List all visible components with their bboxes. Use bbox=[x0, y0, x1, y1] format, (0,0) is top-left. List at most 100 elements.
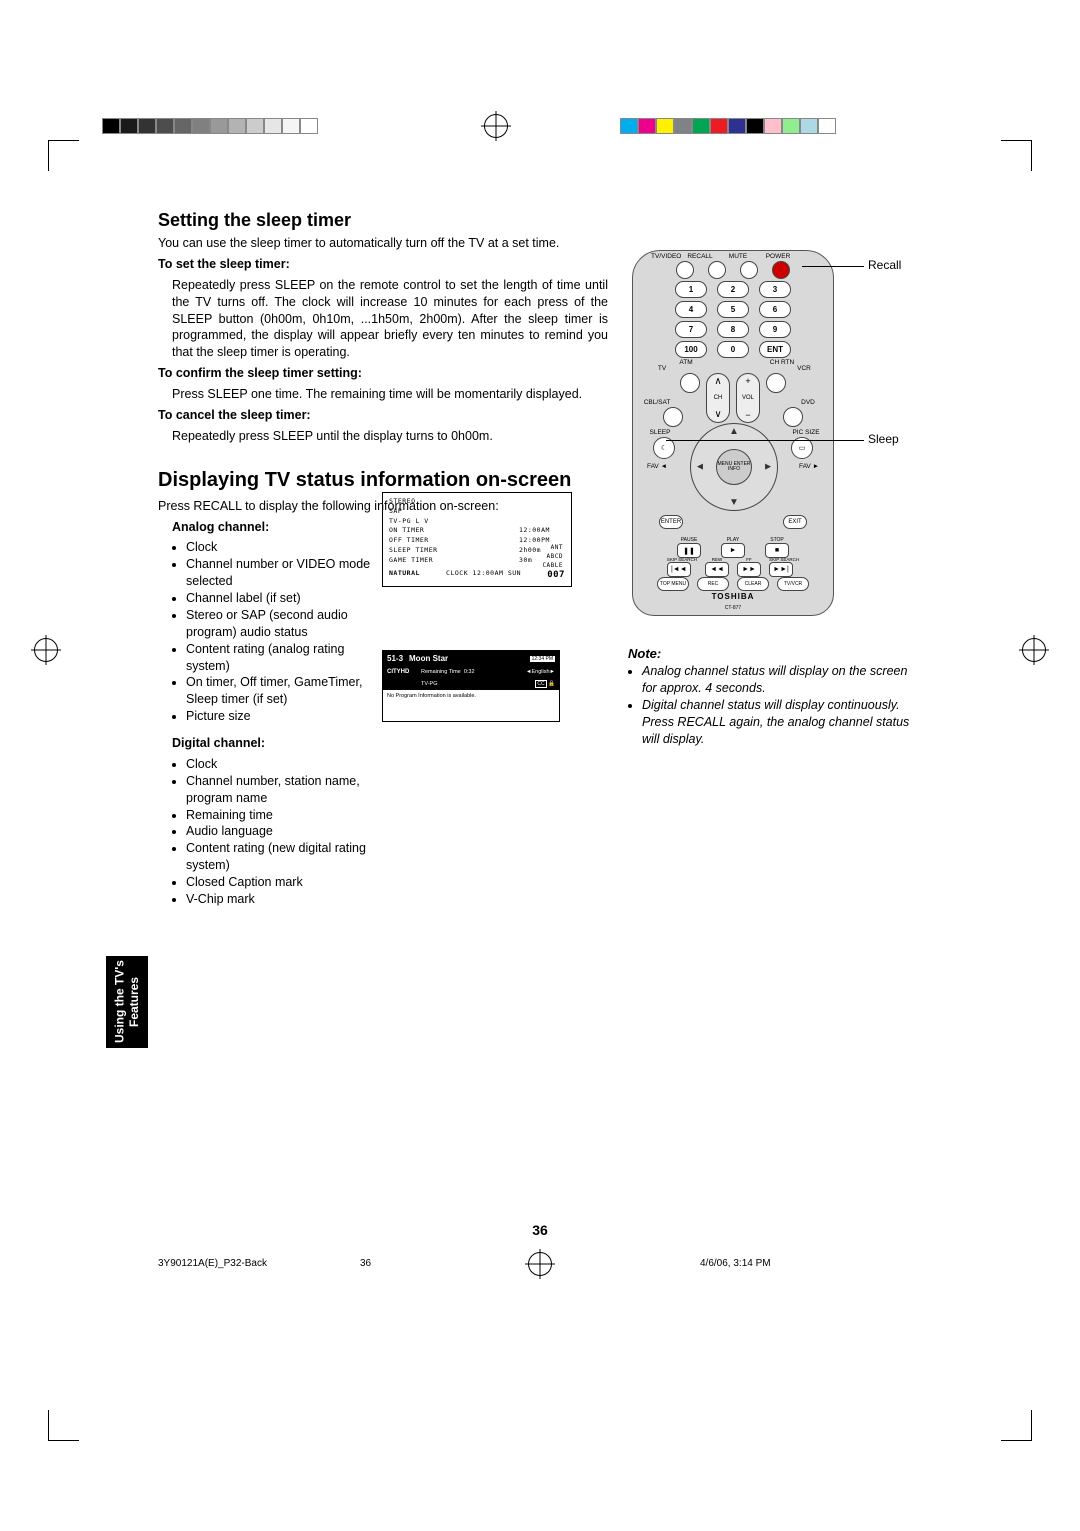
osd-digital-name: Moon Star bbox=[409, 654, 524, 663]
tvvideo-label: TV/VIDEO bbox=[651, 253, 681, 260]
transport-skipfw[interactable]: ►►| bbox=[769, 562, 793, 577]
note-heading: Note: bbox=[628, 646, 920, 661]
transport-play[interactable]: ► bbox=[721, 543, 745, 558]
crop-mark bbox=[1001, 140, 1032, 171]
bottom-topmenu[interactable]: TOP MENU bbox=[657, 577, 689, 591]
list-item: Content rating (new digital rating syste… bbox=[186, 840, 382, 874]
bottom-rec[interactable]: REC bbox=[697, 577, 729, 591]
transport-ff[interactable]: ►► bbox=[737, 562, 761, 577]
numpad-4[interactable]: 4 bbox=[675, 301, 707, 318]
osd-digital-vchip: 🔒 bbox=[548, 681, 555, 687]
list-item: V-Chip mark bbox=[186, 891, 382, 908]
side-tab: Using the TV's Features bbox=[106, 956, 148, 1048]
osd-digital-cc: CC bbox=[535, 680, 546, 688]
reg-mark-left bbox=[34, 638, 58, 662]
dvd-button[interactable] bbox=[783, 407, 803, 427]
power-label: POWER bbox=[763, 253, 793, 260]
tv-label: TV bbox=[647, 365, 677, 372]
reg-mark-bottom bbox=[528, 1252, 552, 1276]
footer-page: 36 bbox=[360, 1258, 371, 1269]
sleep-intro: You can use the sleep timer to automatic… bbox=[158, 235, 608, 252]
transport-skipback[interactable]: |◄◄ bbox=[667, 562, 691, 577]
osd-digital-box: 51-3 Moon Star 12:34 PM CITYHD Remaining… bbox=[382, 650, 560, 722]
crop-mark bbox=[48, 140, 79, 171]
numpad-3[interactable]: 3 bbox=[759, 281, 791, 298]
recall-label: RECALL bbox=[685, 253, 715, 260]
crop-mark bbox=[48, 1410, 79, 1441]
tv-mode-button[interactable] bbox=[680, 373, 700, 393]
list-item: On timer, Off timer, GameTimer, Sleep ti… bbox=[186, 674, 382, 708]
callout-sleep: Sleep bbox=[868, 432, 899, 446]
numpad-8[interactable]: 8 bbox=[717, 321, 749, 338]
sleep-label: SLEEP bbox=[645, 429, 675, 436]
list-item: Remaining time bbox=[186, 807, 382, 824]
vcr-label: VCR bbox=[789, 365, 819, 372]
numpad-1[interactable]: 1 bbox=[675, 281, 707, 298]
page-number: 36 bbox=[0, 1222, 1080, 1238]
list-item: Clock bbox=[186, 539, 382, 556]
osd-digital-lang: English bbox=[532, 669, 550, 675]
callout-recall: Recall bbox=[868, 258, 901, 272]
note-list: Analog channel status will display on th… bbox=[642, 663, 920, 747]
numpad-7[interactable]: 7 bbox=[675, 321, 707, 338]
footer-left: 3Y90121A(E)_P32-Back bbox=[158, 1258, 267, 1269]
remote-model: CT-877 bbox=[633, 605, 833, 611]
confirm-sleep-h: To confirm the sleep timer setting: bbox=[158, 366, 362, 380]
list-item: Content rating (analog rating system) bbox=[186, 641, 382, 675]
numpad-6[interactable]: 6 bbox=[759, 301, 791, 318]
numpad-2[interactable]: 2 bbox=[717, 281, 749, 298]
list-item: Picture size bbox=[186, 708, 382, 725]
osd-digital-rating: TV-PG bbox=[421, 681, 438, 687]
cancel-sleep-body: Repeatedly press SLEEP until the display… bbox=[158, 428, 608, 445]
osd-bottom-left: NATURAL bbox=[389, 569, 420, 583]
fav-right-label: FAV ► bbox=[795, 463, 823, 470]
transport-stop[interactable]: ■ bbox=[765, 543, 789, 558]
osd-digital-info: No Program Information is available. bbox=[383, 690, 559, 702]
osd-digital-subch: CITYHD bbox=[387, 669, 409, 675]
osd-digital-rem-val: 0:32 bbox=[464, 669, 475, 675]
numpad-0[interactable]: 0 bbox=[717, 341, 749, 358]
callout-line bbox=[802, 266, 864, 267]
recall-button[interactable] bbox=[708, 261, 726, 279]
menu-enter-button[interactable]: MENU ENTER INFO bbox=[716, 449, 752, 485]
dvd-label: DVD bbox=[793, 399, 823, 406]
osd-digital-rem-lbl: Remaining Time bbox=[421, 669, 461, 675]
numpad-5[interactable]: 5 bbox=[717, 301, 749, 318]
mute-button[interactable] bbox=[740, 261, 758, 279]
list-item: Audio language bbox=[186, 823, 382, 840]
numpad-100[interactable]: 100 bbox=[675, 341, 707, 358]
dpad[interactable]: ▲ ▼ ◄ ► MENU ENTER INFO bbox=[690, 423, 776, 509]
list-item: Channel number or VIDEO mode selected bbox=[186, 556, 382, 590]
digital-list: ClockChannel number, station name, progr… bbox=[186, 756, 382, 908]
power-button[interactable] bbox=[772, 261, 790, 279]
numpad-ENT[interactable]: ENT bbox=[759, 341, 791, 358]
analog-h: Analog channel: bbox=[172, 519, 382, 536]
transport-pause[interactable]: ❚❚ bbox=[677, 543, 701, 558]
remote-brand: TOSHIBA bbox=[633, 592, 833, 601]
list-item: Closed Caption mark bbox=[186, 874, 382, 891]
reg-mark-right bbox=[1022, 638, 1046, 662]
bottom-clear[interactable]: CLEAR bbox=[737, 577, 769, 591]
exit-button[interactable]: EXIT bbox=[783, 515, 807, 529]
tvvideo-button[interactable] bbox=[676, 261, 694, 279]
osd-bottom-mid: CLOCK 12:00AM SUN bbox=[446, 569, 521, 583]
confirm-sleep-body: Press SLEEP one time. The remaining time… bbox=[158, 386, 608, 403]
set-sleep-body: Repeatedly press SLEEP on the remote con… bbox=[158, 277, 608, 361]
enter-button[interactable]: ENTER bbox=[659, 515, 683, 529]
digital-h: Digital channel: bbox=[172, 735, 382, 752]
osd-bottom-right: 007 bbox=[547, 569, 565, 583]
picsize-label: PIC SIZE bbox=[787, 429, 825, 436]
fav-left-label: FAV ◄ bbox=[643, 463, 671, 470]
list-item: Analog channel status will display on th… bbox=[642, 663, 920, 697]
mute-label: MUTE bbox=[723, 253, 753, 260]
grayscale-bar bbox=[102, 118, 318, 139]
transport-rew[interactable]: ◄◄ bbox=[705, 562, 729, 577]
osd-analog-box: STEREOSAPTV-PG L VON TIMER12:00AMOFF TIM… bbox=[382, 492, 572, 587]
cblsat-button[interactable] bbox=[663, 407, 683, 427]
bottom-tvvcr[interactable]: TV/VCR bbox=[777, 577, 809, 591]
vcr-mode-button[interactable] bbox=[766, 373, 786, 393]
osd-digital-ch: 51-3 bbox=[387, 654, 403, 663]
color-bar bbox=[620, 118, 836, 139]
numpad-9[interactable]: 9 bbox=[759, 321, 791, 338]
footer-right: 4/6/06, 3:14 PM bbox=[700, 1258, 771, 1269]
